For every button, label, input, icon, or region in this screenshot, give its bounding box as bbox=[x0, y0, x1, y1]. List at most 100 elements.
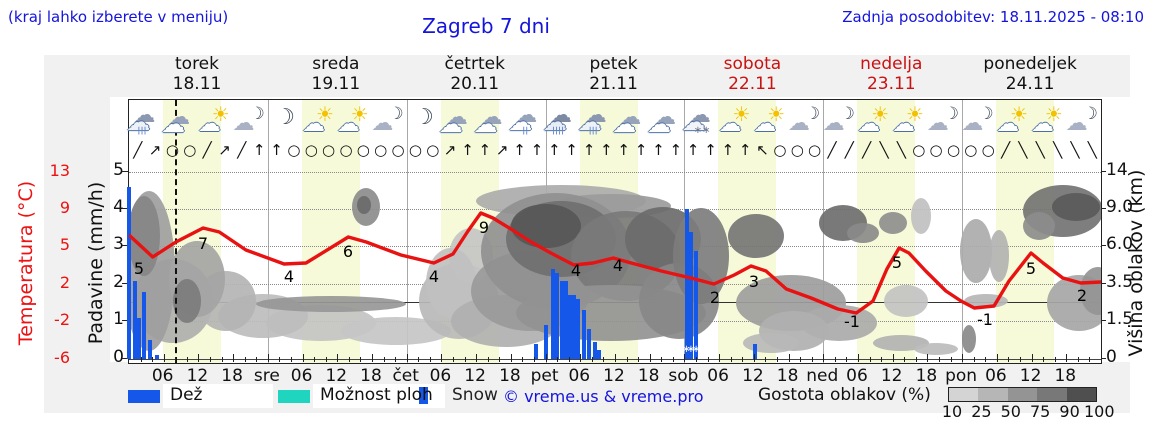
temperature-curve bbox=[129, 211, 1101, 315]
time-tick bbox=[846, 357, 848, 362]
time-tick bbox=[279, 357, 281, 362]
precip-bar bbox=[543, 325, 548, 359]
meteogram-plot: ∗ ∗ ∗ 5 7 4 6 4 9 4 4 2 3 -1 5 -1 5 2 ☁ ☁ ¦¦¦ ☁ ☁ ☀ ☁ ☽ ☁ ☽ ☀ ☁ ☀ ☁ ☽ ☁ ☽ ☁… bbox=[126, 99, 1102, 364]
time-tick bbox=[314, 357, 316, 362]
time-tick bbox=[638, 357, 640, 362]
icon-part: ☀ bbox=[1044, 102, 1063, 126]
wind-barb-icon: ↑ bbox=[461, 141, 474, 159]
icon-part: ☁ bbox=[688, 103, 711, 128]
day-title-četrtek: četrtek 20.11 bbox=[406, 54, 544, 94]
light-rain-cloud-icon: ☁ ☁ ¦¦ bbox=[508, 101, 546, 141]
precip-bar bbox=[571, 295, 576, 359]
precip-bar bbox=[555, 273, 560, 359]
precip-bar bbox=[684, 209, 689, 359]
precip-bar bbox=[753, 344, 758, 359]
hour-label: 18 bbox=[1054, 366, 1077, 386]
time-tick bbox=[568, 357, 570, 362]
wind-barb-icon: ○ bbox=[912, 141, 926, 159]
icon-part: ☁ bbox=[197, 111, 221, 137]
precip-bar bbox=[694, 250, 699, 359]
wind-barb-icon: ╱ bbox=[827, 141, 837, 159]
icon-part: ☁ bbox=[133, 103, 156, 128]
icon-part: ☁ bbox=[515, 103, 538, 128]
icon-part: ☀ bbox=[871, 102, 890, 126]
wind-barb-icon: ↑ bbox=[513, 141, 526, 159]
temp-tick: 5 bbox=[59, 235, 70, 254]
time-tick bbox=[615, 354, 616, 362]
wind-barb-icon: ○ bbox=[374, 141, 388, 159]
sun-cloud-icon: ☀ ☁ bbox=[1031, 101, 1067, 141]
sun-cloud-icon: ☀ ☁ bbox=[892, 101, 928, 141]
wind-barb-icon: ↑ bbox=[252, 141, 266, 159]
day-title-band bbox=[102, 55, 1130, 97]
hour-label: 06 bbox=[707, 366, 729, 386]
sun-cloud-icon: ☀ ☁ bbox=[198, 101, 234, 141]
icon-part: ☀ bbox=[211, 102, 230, 126]
hour-label: 18 bbox=[499, 366, 521, 386]
day-name: ponedeljek bbox=[983, 54, 1077, 74]
time-tick bbox=[337, 354, 339, 362]
day-abbrev-label: pon bbox=[945, 366, 978, 386]
time-tick bbox=[915, 357, 917, 362]
time-tick bbox=[777, 357, 778, 362]
precip-bar bbox=[575, 299, 580, 359]
time-tick bbox=[510, 354, 512, 362]
time-tick bbox=[1008, 357, 1010, 362]
time-tick bbox=[927, 354, 929, 362]
temp-point-label: 2 bbox=[1076, 286, 1088, 305]
hour-label: 12 bbox=[880, 366, 903, 386]
wind-barb-icon: ○ bbox=[790, 141, 804, 159]
icon-part: ☁ bbox=[584, 103, 607, 128]
wind-barb-icon: ↑ bbox=[652, 141, 665, 159]
icon-part: ☁ bbox=[892, 111, 915, 137]
precip-bar bbox=[533, 344, 538, 359]
icon-part: ☁ bbox=[619, 105, 642, 130]
moon-cloud-icon: ☽ ☁ bbox=[961, 101, 997, 141]
wind-barb-icon: ○ bbox=[773, 141, 787, 159]
sun-cloud-icon: ☀ ☁ bbox=[719, 101, 755, 141]
icon-part: ☁ bbox=[445, 105, 468, 130]
precip-tick: 3 bbox=[113, 234, 124, 254]
day-name: sreda bbox=[312, 54, 360, 74]
temp-tick: 13 bbox=[49, 161, 70, 180]
day-title-sreda: sreda 19.11 bbox=[267, 54, 405, 94]
time-tick bbox=[962, 354, 964, 362]
wind-barb-icon: ╱ bbox=[133, 141, 143, 159]
wind-barb-icon: ↗ bbox=[218, 141, 231, 159]
icon-part: ☽ bbox=[275, 105, 295, 130]
wind-barb-icon: ○ bbox=[391, 141, 405, 159]
copyright-link[interactable]: © vreme.us & vreme.pro bbox=[503, 387, 704, 406]
wind-barb-icon: ↑ bbox=[548, 141, 561, 159]
day-title-petek: petek 21.11 bbox=[545, 54, 683, 94]
time-tick bbox=[985, 357, 987, 362]
icon-part: ☁ bbox=[371, 111, 394, 136]
time-tick bbox=[881, 357, 883, 362]
wind-barb-icon: ○ bbox=[946, 141, 961, 159]
wind-barb-icon: ○ bbox=[356, 141, 370, 159]
time-tick bbox=[788, 354, 790, 362]
time-tick bbox=[1031, 354, 1033, 362]
density-segment bbox=[978, 388, 1008, 401]
hour-label: 06 bbox=[846, 366, 868, 386]
wind-barb-icon: ○ bbox=[183, 141, 197, 159]
temp-point-label: 4 bbox=[428, 267, 440, 286]
wind-barb-icon: ╲ bbox=[1070, 141, 1080, 159]
day-abbrev-label: pet bbox=[530, 366, 559, 386]
wind-barb-icon: ╲ bbox=[879, 141, 889, 159]
time-tick bbox=[1054, 357, 1056, 362]
time-tick bbox=[534, 357, 535, 362]
time-tick bbox=[372, 354, 373, 362]
precip-tick: 4 bbox=[113, 197, 124, 217]
time-tick bbox=[152, 357, 154, 362]
wind-barb-icon: ↑ bbox=[270, 141, 283, 159]
icon-part: ☀ bbox=[767, 102, 786, 126]
wind-barb-icon: ○ bbox=[322, 141, 336, 159]
time-tick bbox=[267, 354, 269, 362]
icon-part: ☽ bbox=[414, 105, 434, 130]
time-tick bbox=[429, 357, 431, 362]
time-tick bbox=[603, 357, 605, 362]
page-title: Zagreb 7 dni bbox=[422, 14, 550, 38]
icon-part: ☀ bbox=[732, 102, 751, 126]
hour-label: 18 bbox=[637, 366, 660, 386]
time-tick bbox=[360, 357, 362, 362]
